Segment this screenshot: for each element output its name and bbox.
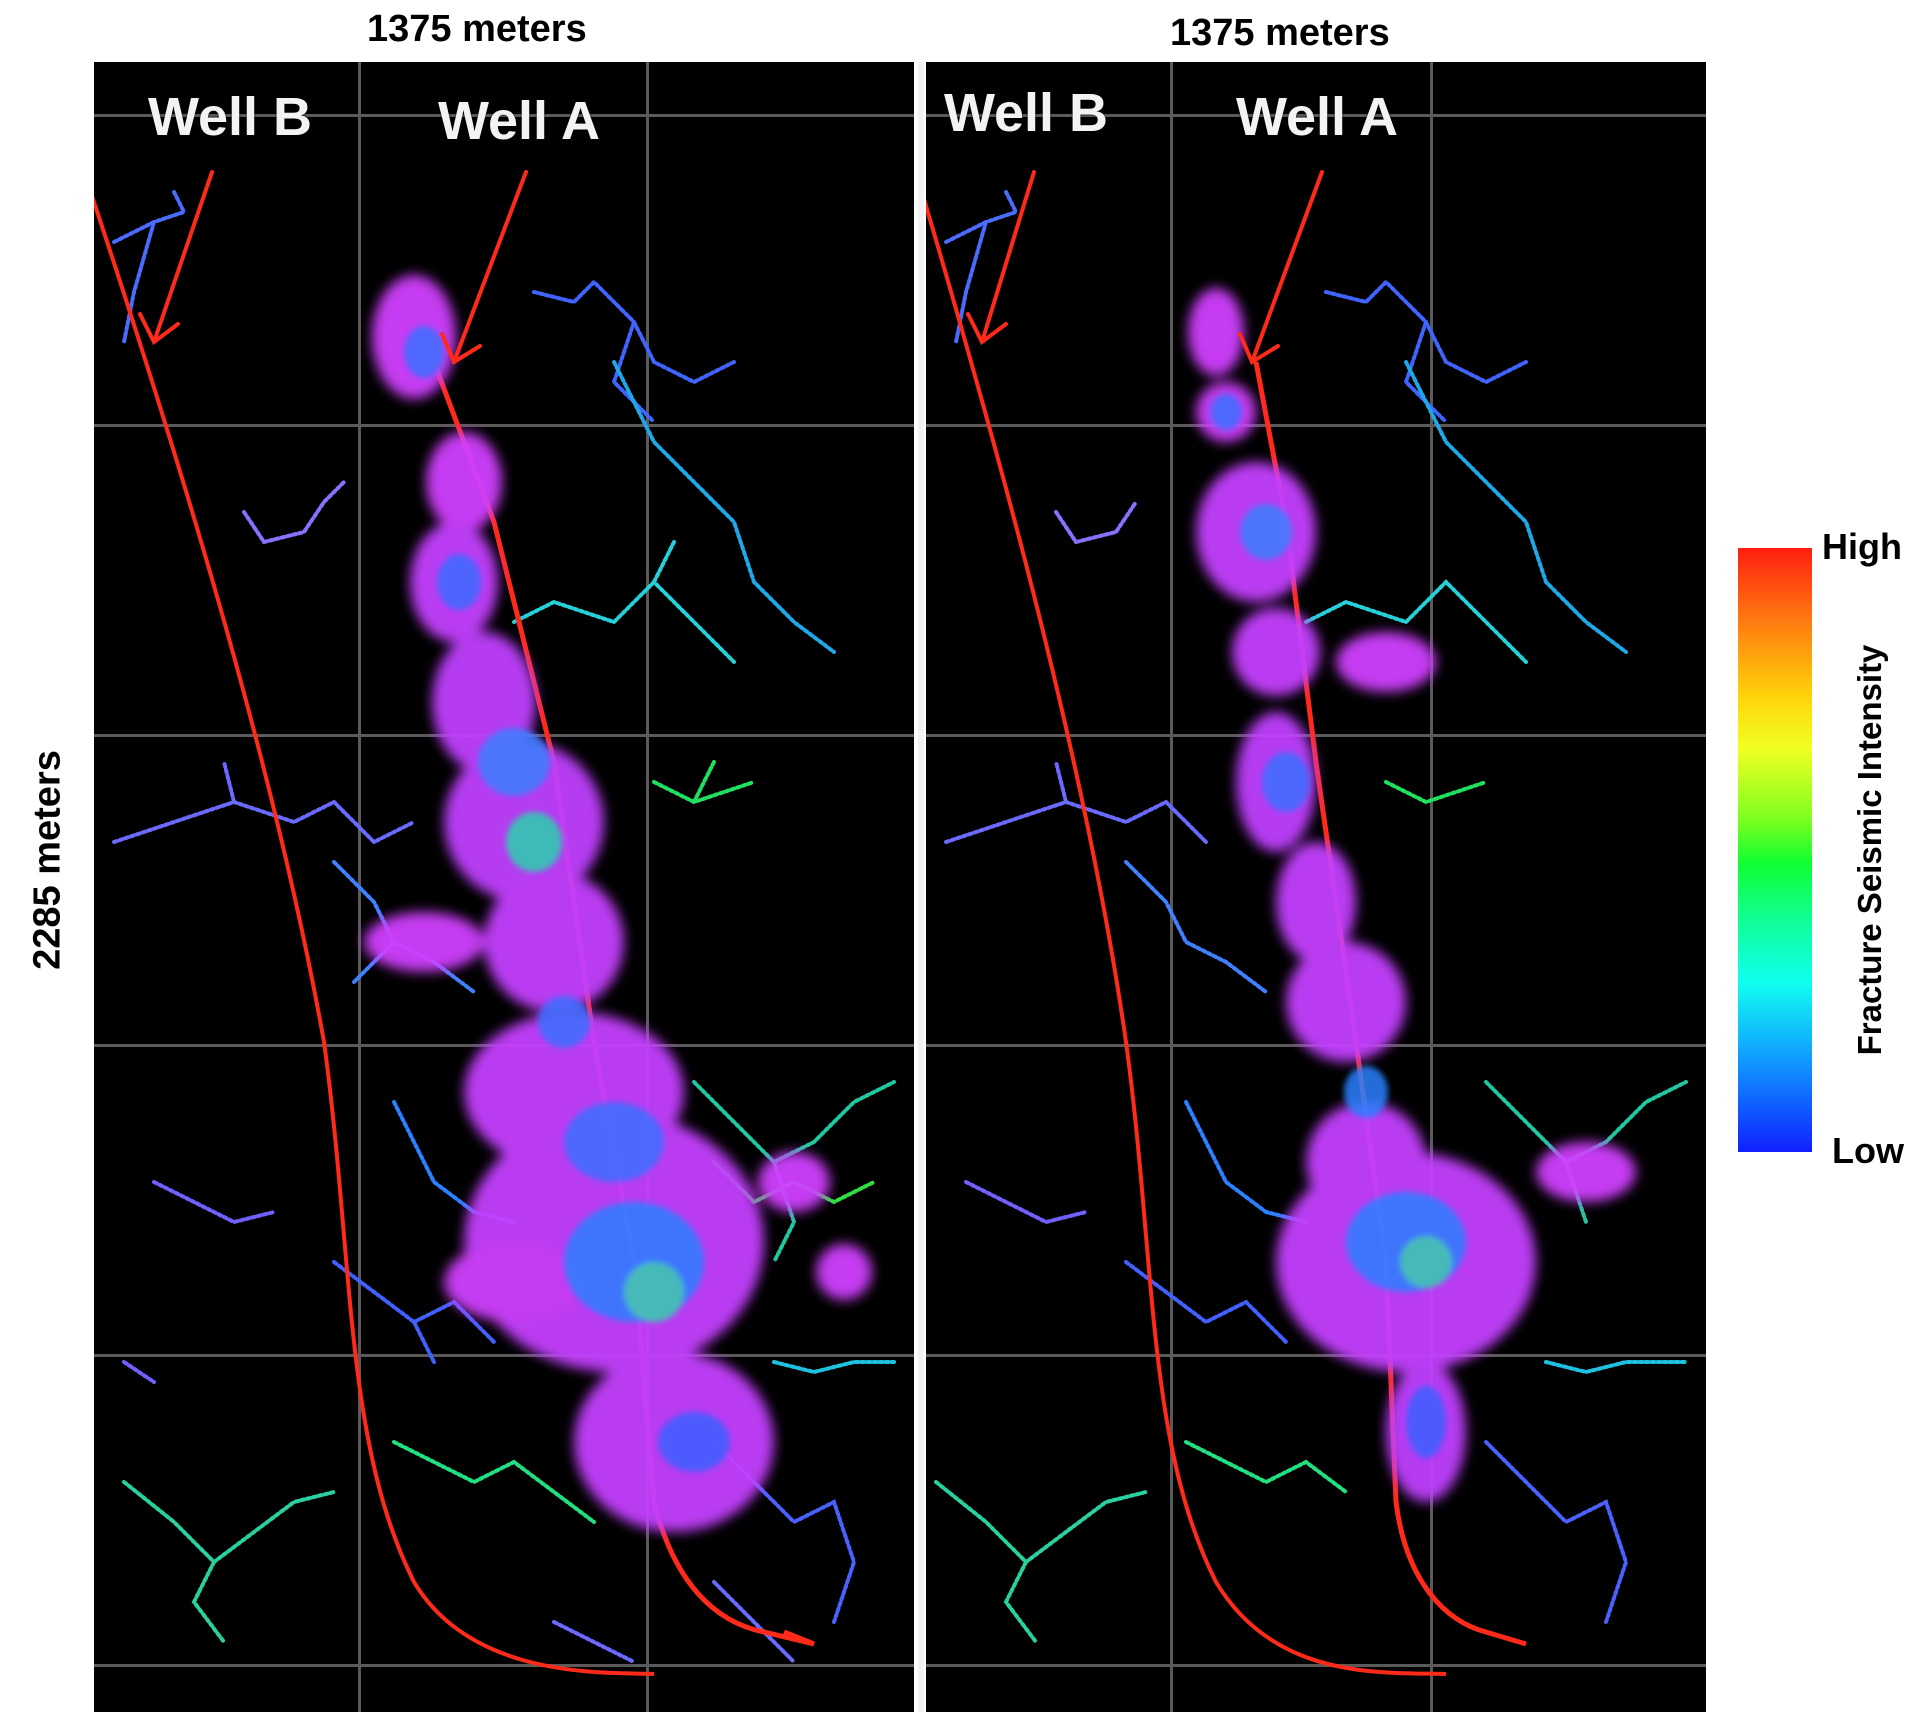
fracture-map-left xyxy=(94,170,896,1676)
grid-line xyxy=(94,424,914,427)
grid-line xyxy=(926,1664,1706,1667)
grid-line xyxy=(926,424,1706,427)
legend-title: Fracture Seismic Intensity xyxy=(1851,644,1888,1056)
legend-low-label: Low xyxy=(1832,1130,1904,1171)
grid-line xyxy=(94,114,914,117)
grid-line xyxy=(94,1664,914,1667)
panel-divider xyxy=(918,62,924,1712)
seismic-panel-left: Well B Well A xyxy=(94,62,914,1712)
grid-line xyxy=(926,114,1706,117)
grid-line xyxy=(1170,62,1173,1712)
grid-line xyxy=(926,1354,1706,1357)
fracture-map-right xyxy=(926,170,1688,1676)
arrow-icon xyxy=(966,170,1324,365)
grid-line xyxy=(94,1354,914,1357)
top-distance-label-right: 1375 meters xyxy=(1170,12,1390,54)
well-a-label-left: Well A xyxy=(438,91,601,151)
well-b-label-left: Well B xyxy=(148,87,313,147)
grid-line xyxy=(646,62,649,1712)
well-b-label-right: Well B xyxy=(944,83,1109,143)
well-a-label-right: Well A xyxy=(1236,87,1399,147)
color-scale-bar xyxy=(1738,548,1812,1152)
top-distance-label-left: 1375 meters xyxy=(367,8,587,50)
grid-line xyxy=(1430,62,1433,1712)
arrow-icon xyxy=(138,170,528,365)
side-distance-label: 2285 meters xyxy=(26,750,69,970)
legend-high-label: High xyxy=(1822,526,1902,567)
seismic-panel-right: Well B Well A xyxy=(926,62,1706,1712)
grid-line xyxy=(926,734,1706,737)
